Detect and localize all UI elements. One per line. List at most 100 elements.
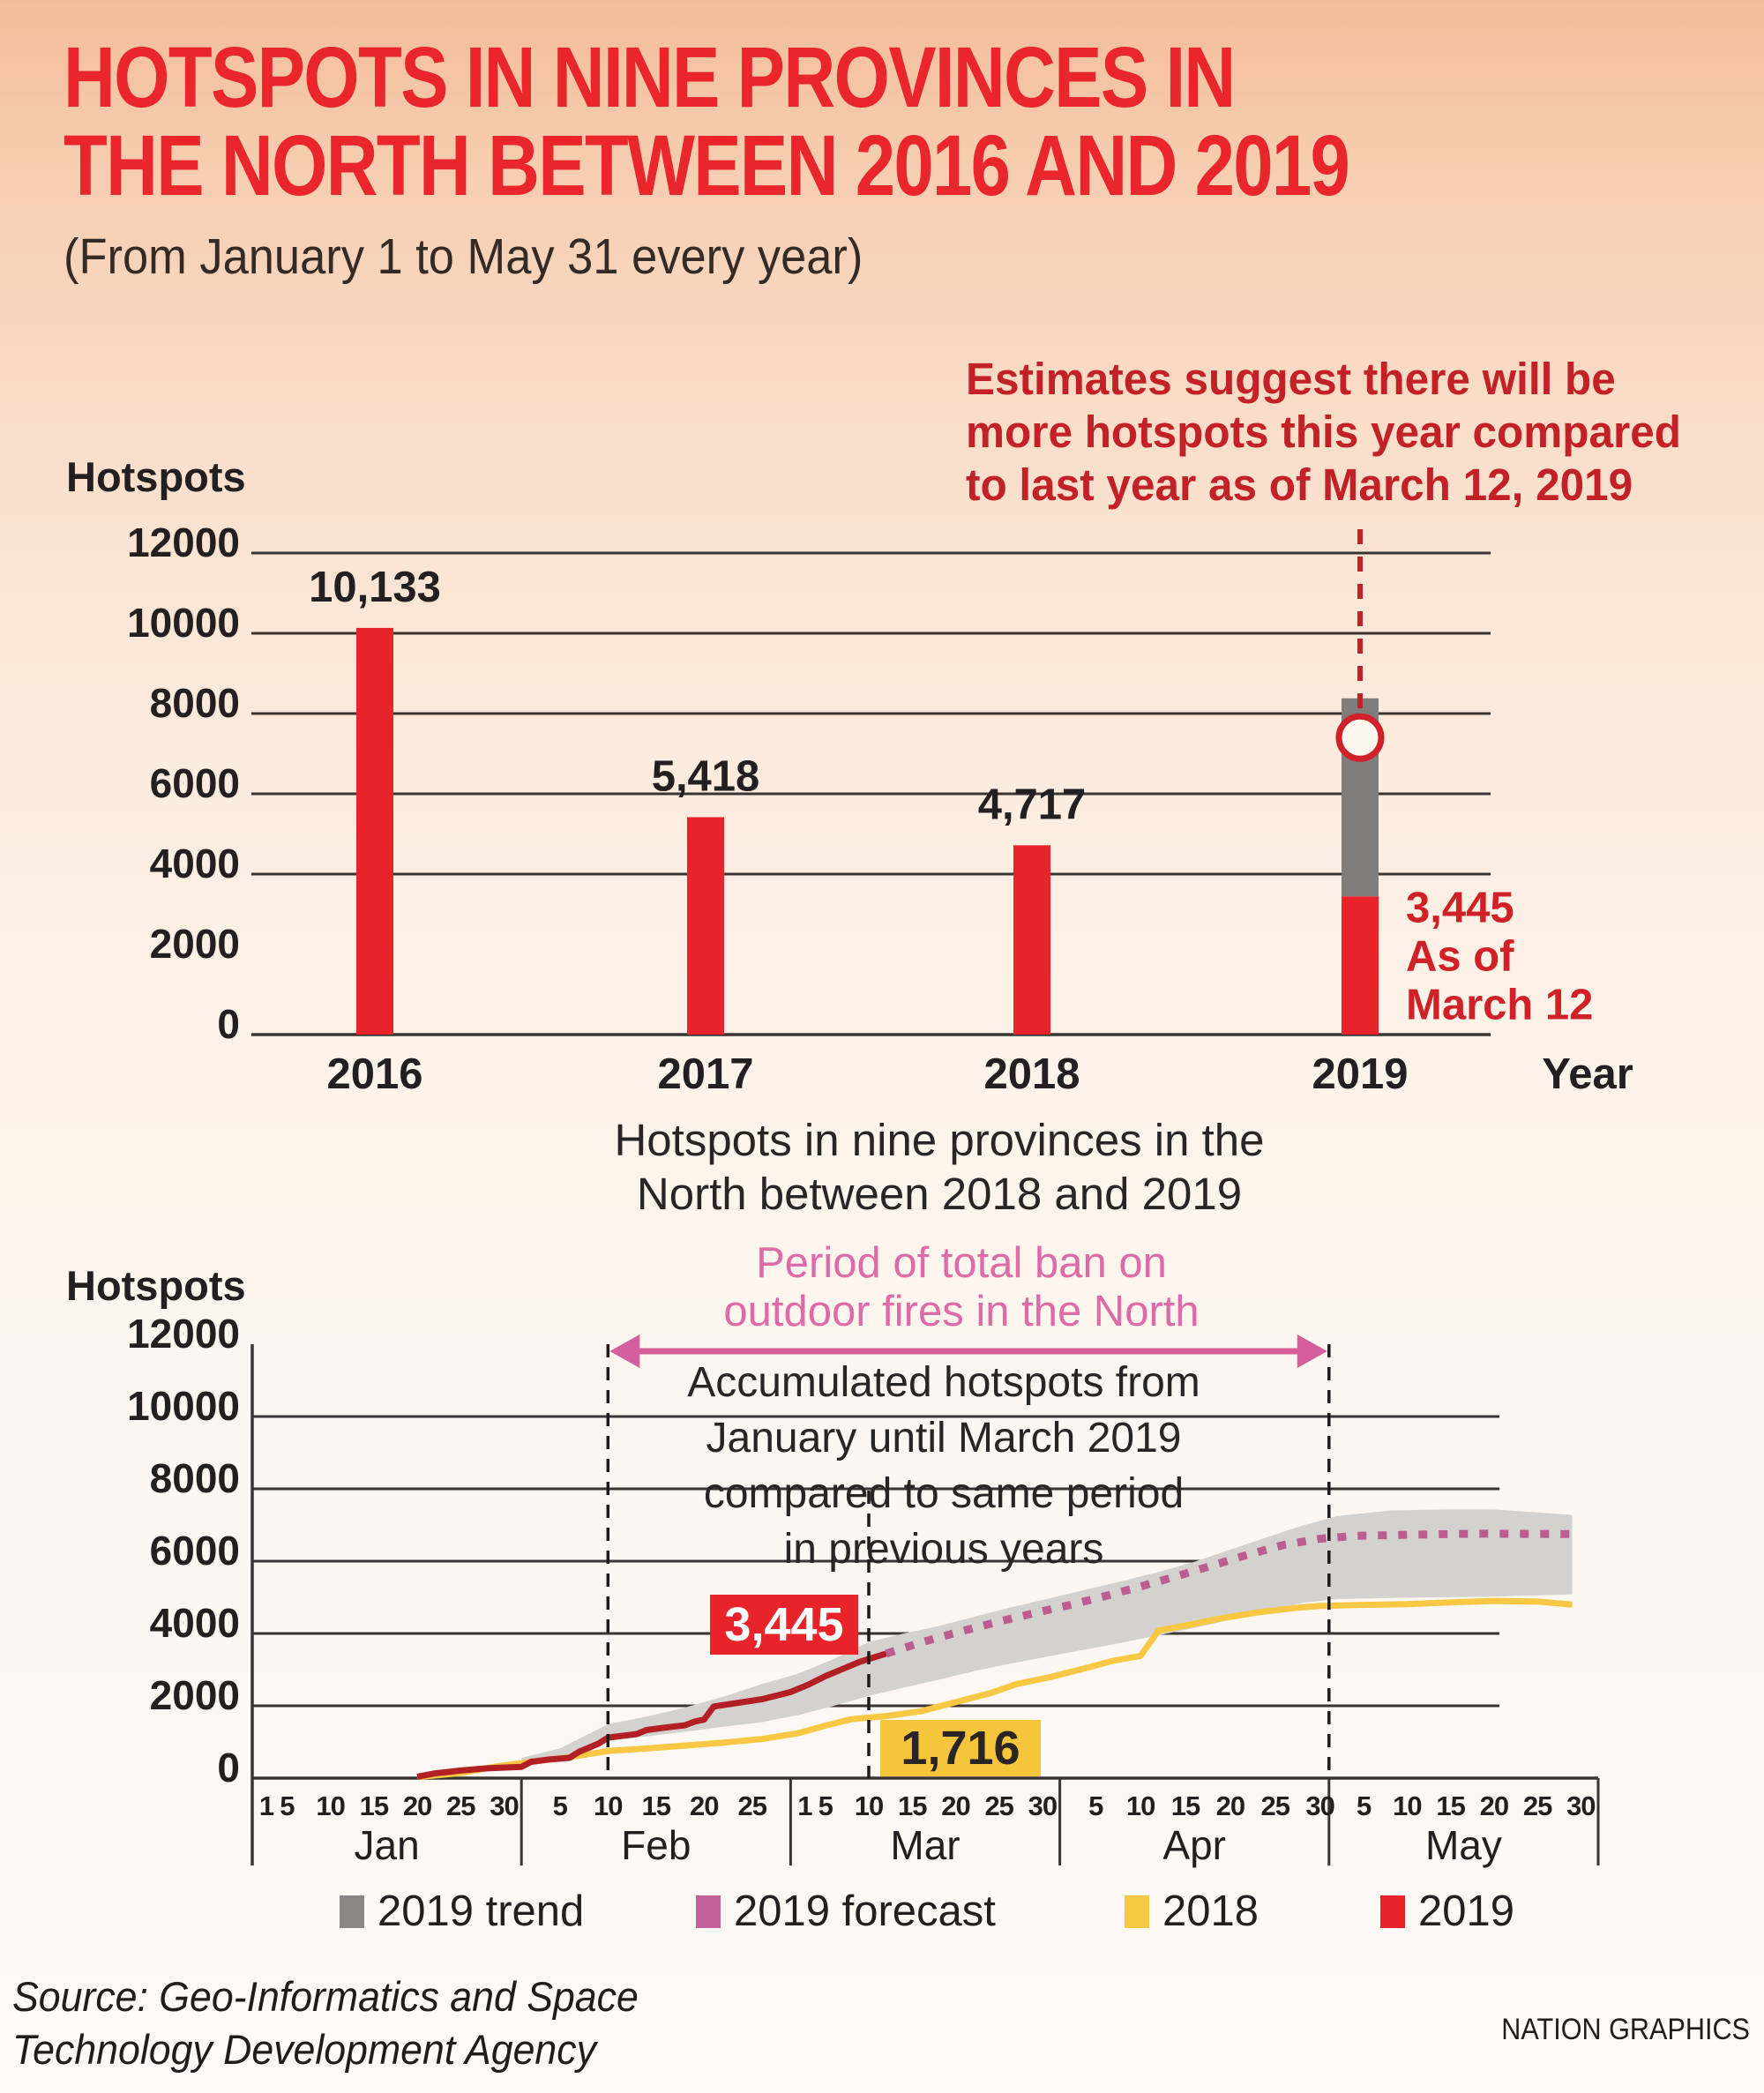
day-tick-May-5: 5	[1357, 1790, 1372, 1821]
legend-swatch-2019-forecast	[696, 1895, 721, 1928]
line-ytick-2000: 2000	[150, 1672, 240, 1718]
bar-xtick-2018: 2018	[983, 1050, 1080, 1098]
series-2019-line	[416, 1650, 887, 1780]
day-tick-Mar-15: 15	[898, 1790, 927, 1821]
page-title-line1: HOTSPOTS IN NINE PROVINCES IN	[64, 29, 1236, 125]
month-label-May: May	[1425, 1822, 1502, 1868]
month-label-Apr: Apr	[1162, 1822, 1226, 1868]
legend-item-2019-forecast: 2019 forecast	[696, 1880, 996, 1942]
accumulated-note-line3: compared to same period	[703, 1470, 1185, 1517]
bar-value-label-2017: 5,418	[652, 752, 760, 800]
line-ytick-10000: 10000	[127, 1383, 240, 1429]
line-y-axis-title: Hotspots	[66, 1262, 246, 1309]
day-tick-Apr-10: 10	[1126, 1790, 1155, 1821]
series-2019-forecast-dashed-line	[885, 1529, 1573, 1658]
day-tick-Mar-20: 20	[941, 1790, 969, 1821]
line-ytick-0: 0	[217, 1745, 240, 1790]
ban-period-arrowhead-left	[609, 1334, 640, 1368]
accumulated-note-line2: January until March 2019	[706, 1415, 1182, 1461]
day-tick-Mar-5: 5	[818, 1790, 833, 1821]
legend-swatch-2018	[1125, 1895, 1149, 1928]
day-tick-Feb-10: 10	[594, 1790, 622, 1821]
series-2019-trend-band	[521, 1509, 1573, 1767]
label-text-1716: 1,716	[901, 1722, 1020, 1775]
bar-2016	[356, 627, 393, 1035]
line-chart-title-line1: Hotspots in nine provinces in the	[614, 1115, 1265, 1165]
bar-2017	[687, 817, 724, 1035]
source-line1: Source: Geo-Informatics and Space	[12, 1973, 639, 2020]
day-tick-Apr-20: 20	[1216, 1790, 1245, 1821]
ban-period-label: Period of total ban on outdoor fires in …	[520, 1239, 1402, 1336]
label-box-3445	[710, 1595, 859, 1655]
legend-label-2019-forecast: 2019 forecast	[734, 1887, 996, 1935]
bar-ytick-2000: 2000	[150, 921, 240, 967]
legend-swatch-2019	[1380, 1895, 1405, 1928]
bar-2018	[1013, 845, 1050, 1035]
month-label-Jan: Jan	[355, 1822, 420, 1868]
bar-value-label-2016: 10,133	[309, 564, 441, 611]
line-ytick-4000: 4000	[150, 1600, 240, 1646]
day-tick-Jan-30: 30	[490, 1790, 518, 1821]
day-tick-Apr-25: 25	[1261, 1790, 1290, 1821]
day-tick-Feb-20: 20	[690, 1790, 718, 1821]
bar-ytick-0: 0	[217, 1001, 240, 1047]
ban-period-label-line1: Period of total ban on	[756, 1239, 1167, 1287]
bar-ytick-8000: 8000	[150, 680, 240, 726]
day-tick-Mar-1: 1	[797, 1790, 812, 1821]
day-tick-Jan-5: 5	[280, 1790, 295, 1821]
legend-item-2019: 2019	[1380, 1880, 1514, 1942]
estimate-annotation-line3: to last year as of March 12, 2019	[966, 460, 1633, 510]
month-label-Feb: Feb	[621, 1822, 691, 1868]
bar-xtick-2019: 2019	[1312, 1050, 1408, 1098]
accumulated-note: Accumulated hotspots from January until …	[494, 1355, 1394, 1577]
legend-swatch-2019-trend	[340, 1895, 364, 1928]
bar-ytick-4000: 4000	[150, 841, 240, 886]
series-2018-line	[416, 1597, 1573, 1781]
line-chart-title-line2: North between 2018 and 2019	[636, 1169, 1243, 1219]
day-tick-Apr-5: 5	[1088, 1790, 1103, 1821]
accumulated-note-line4: in previous years	[783, 1526, 1104, 1573]
day-tick-May-10: 10	[1393, 1790, 1421, 1821]
month-label-Mar: Mar	[890, 1822, 960, 1868]
graphics-credit: NATION GRAPHICS	[1501, 2013, 1750, 2046]
day-tick-Feb-25: 25	[738, 1790, 767, 1821]
day-tick-Mar-10: 10	[855, 1790, 883, 1821]
page-subtitle: (From January 1 to May 31 every year)	[64, 228, 863, 285]
ban-period-label-line2: outdoor fires in the North	[723, 1288, 1200, 1335]
bar-ytick-10000: 10000	[127, 600, 240, 646]
bar-x-axis-title: Year	[1542, 1050, 1633, 1098]
bar-xtick-2016: 2016	[326, 1050, 422, 1098]
estimate-annotation-line1: Estimates suggest there will be	[966, 354, 1616, 404]
bar-ytick-6000: 6000	[150, 760, 240, 806]
label-box-1716	[880, 1720, 1042, 1776]
day-tick-May-20: 20	[1480, 1790, 1508, 1821]
line-ytick-6000: 6000	[150, 1528, 240, 1573]
legend-item-2019-trend: 2019 trend	[340, 1880, 584, 1942]
day-tick-May-25: 25	[1523, 1790, 1552, 1821]
line-chart-title: Hotspots in nine provinces in the North …	[335, 1113, 1544, 1221]
day-tick-Feb-15: 15	[642, 1790, 671, 1821]
label-text-3445: 3,445	[724, 1598, 843, 1651]
accumulated-note-line1: Accumulated hotspots from	[687, 1359, 1200, 1406]
day-tick-May-15: 15	[1436, 1790, 1465, 1821]
day-tick-Jan-15: 15	[360, 1790, 389, 1821]
legend-label-2019: 2019	[1418, 1887, 1515, 1935]
bar-2019-asof-label: 3,445 As of March 12	[1406, 884, 1593, 1028]
bar-2019	[1342, 896, 1379, 1035]
bar-ytick-12000: 12000	[127, 520, 240, 565]
line-ytick-12000: 12000	[127, 1311, 240, 1357]
day-tick-Jan-1: 1	[259, 1790, 274, 1821]
source-credit: Source: Geo-Informatics and Space Techno…	[12, 1970, 639, 2076]
ban-period-arrowhead-right	[1297, 1334, 1327, 1368]
bar-xtick-2017: 2017	[657, 1050, 753, 1098]
page-title-line2: THE NORTH BETWEEN 2016 AND 2019	[64, 117, 1350, 213]
day-tick-Jan-20: 20	[403, 1790, 431, 1821]
bar-value-label-2018: 4,717	[978, 781, 1087, 828]
day-tick-Apr-15: 15	[1171, 1790, 1200, 1821]
day-tick-Feb-5: 5	[553, 1790, 568, 1821]
bar-y-axis-title: Hotspots	[66, 453, 246, 500]
forecast-marker-circle	[1335, 713, 1385, 762]
day-tick-May-30: 30	[1566, 1790, 1595, 1821]
legend-label-2019-trend: 2019 trend	[377, 1887, 585, 1935]
